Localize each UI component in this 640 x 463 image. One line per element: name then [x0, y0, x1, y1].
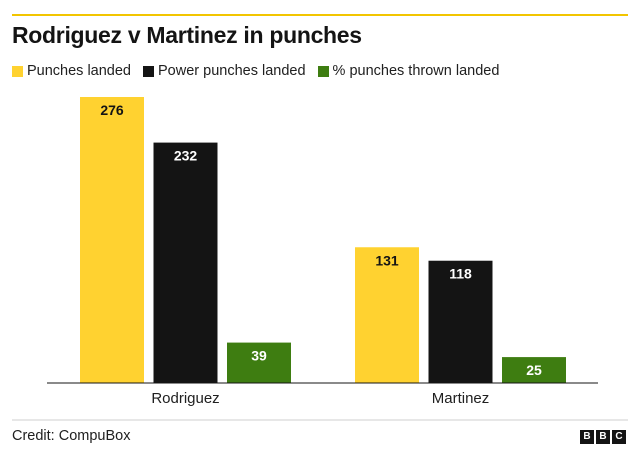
chart-title: Rodriguez v Martinez in punches	[12, 22, 362, 48]
data-label: 25	[526, 362, 542, 378]
bar-power-punches-landed	[428, 260, 493, 383]
legend: Punches landed Power punches landed % pu…	[12, 63, 511, 79]
legend-label-punches-landed: Punches landed	[27, 63, 131, 79]
data-label: 131	[375, 252, 399, 268]
legend-swatch-power-punches-landed	[143, 65, 154, 77]
data-label: 276	[100, 102, 124, 118]
legend-label-power-punches-landed: Power punches landed	[158, 63, 306, 79]
bar-percent-punches-thrown-landed	[227, 342, 291, 383]
data-label: 39	[251, 348, 267, 364]
bar-punches-landed	[80, 97, 144, 383]
legend-item-percent-landed: % punches thrown landed	[317, 63, 500, 79]
x-tick-label: Rodriguez	[151, 390, 219, 407]
bar-punches-landed	[355, 247, 419, 383]
credit: Credit: CompuBox	[12, 428, 131, 444]
legend-item-power-punches-landed: Power punches landed	[143, 63, 306, 79]
bar-power-punches-landed	[153, 142, 218, 383]
bbc-logo-letter: B	[596, 430, 610, 444]
data-label: 118	[449, 266, 472, 282]
bbc-logo-letter: B	[580, 430, 594, 444]
legend-item-punches-landed: Punches landed	[12, 63, 131, 79]
bbc-logo: B B C	[580, 430, 626, 444]
bbc-logo-letter: C	[612, 430, 626, 444]
legend-swatch-percent-landed	[317, 65, 329, 77]
top-rule	[12, 14, 628, 16]
legend-swatch-punches-landed	[12, 65, 23, 77]
x-tick-label: Martinez	[432, 390, 490, 407]
bar-percent-punches-thrown-landed	[502, 357, 566, 383]
data-label: 232	[174, 148, 198, 164]
legend-label-percent-landed: % punches thrown landed	[332, 63, 500, 79]
